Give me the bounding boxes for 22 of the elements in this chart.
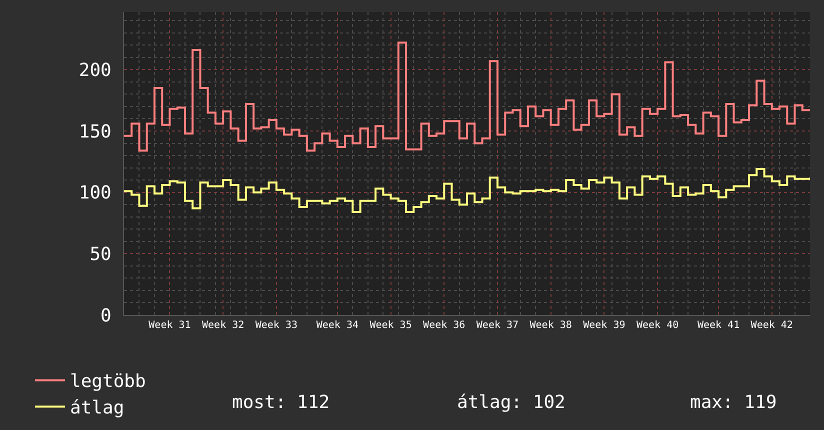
x-tick-label: Week 32 (202, 320, 244, 331)
x-tick-label: Week 39 (583, 320, 626, 331)
y-tick-label: 150 (78, 121, 112, 142)
x-tick-label: Week 34 (316, 320, 358, 331)
y-tick-label: 200 (78, 60, 112, 81)
x-tick-label: Week 31 (148, 320, 191, 331)
y-tick-label: 50 (90, 244, 112, 265)
text: átlag: 102 (457, 392, 566, 413)
x-tick-label: Week 37 (476, 320, 519, 331)
text: most: 112 (232, 392, 330, 413)
x-tick-label: Week 38 (530, 320, 572, 331)
y-tick-label: 0 (100, 305, 112, 326)
y-tick-label: 100 (78, 182, 112, 204)
x-tick-label: Week 35 (370, 320, 412, 331)
x-tick-label: Week 36 (423, 320, 466, 331)
x-tick-label: Week 33 (255, 320, 298, 331)
text: max: 119 (690, 392, 777, 413)
x-tick-label: Week 41 (697, 320, 740, 331)
x-tick-label: Week 42 (750, 320, 793, 331)
x-tick-label: Week 40 (636, 320, 679, 331)
legend-label: átlag (70, 398, 124, 419)
legend-label: legtöbb (70, 371, 146, 392)
